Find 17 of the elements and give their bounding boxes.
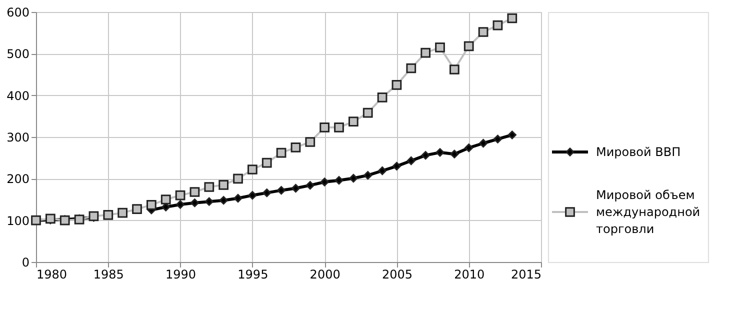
x-tick-label: 1980 [36,268,68,282]
x-tick-label: 2010 [454,268,485,282]
y-tick-label: 100 [6,214,30,228]
x-tick-label: 1990 [166,268,196,282]
y-tick-label: 200 [6,172,30,186]
x-tick-label: 1995 [238,268,268,282]
x-tick-label: 2005 [382,268,412,282]
legend-label: Мировой ВВП [596,145,681,159]
x-tick-label: 2015 [510,268,542,282]
y-tick-label: 0 [22,256,30,270]
y-tick-label: 300 [6,130,30,144]
y-tick-label: 500 [6,47,30,62]
x-tick-label: 2000 [310,268,340,282]
legend-label: Мировой объем международной торговли [596,188,700,236]
x-tick-label: 1985 [93,268,124,282]
y-tick-label: 600 [6,6,30,20]
y-tick-label: 400 [6,88,30,103]
